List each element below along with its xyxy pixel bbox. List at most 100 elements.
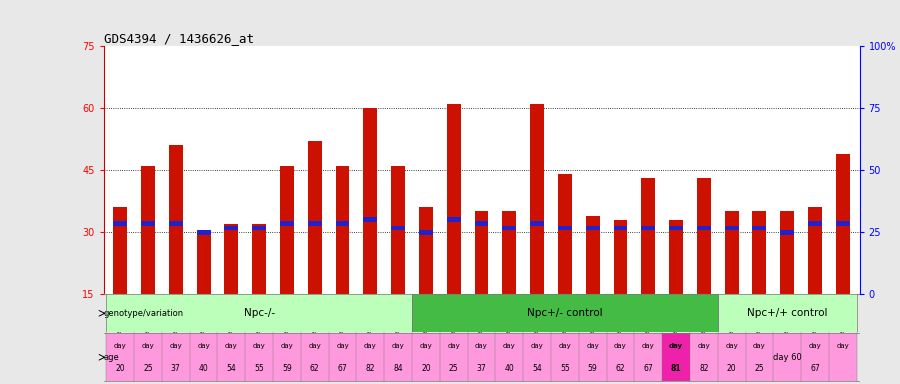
Bar: [440, 333, 468, 381]
Bar: [419, 207, 433, 294]
Text: day: day: [559, 343, 572, 349]
Text: 20: 20: [115, 364, 125, 373]
Bar: [717, 333, 745, 381]
Bar: [530, 221, 544, 226]
Bar: [392, 166, 405, 294]
Text: 67: 67: [644, 364, 653, 373]
Text: day: day: [698, 343, 710, 349]
Bar: [308, 141, 321, 294]
Bar: [752, 212, 767, 294]
Text: 81: 81: [670, 364, 681, 373]
Text: 67: 67: [338, 364, 347, 373]
Text: 59: 59: [282, 364, 292, 373]
Bar: [245, 333, 273, 381]
Bar: [579, 333, 607, 381]
Bar: [808, 221, 822, 226]
Text: 25: 25: [143, 364, 153, 373]
Bar: [586, 215, 599, 294]
Bar: [106, 294, 412, 333]
Bar: [614, 225, 627, 230]
Bar: [356, 333, 384, 381]
Text: day: day: [475, 343, 488, 349]
Text: day: day: [169, 343, 182, 349]
Bar: [836, 221, 850, 226]
Bar: [308, 221, 321, 226]
Text: 82: 82: [365, 364, 375, 373]
Bar: [419, 230, 433, 235]
Bar: [280, 221, 294, 226]
Text: day: day: [809, 343, 822, 349]
Text: 40: 40: [504, 364, 514, 373]
Bar: [780, 230, 794, 235]
Bar: [523, 333, 551, 381]
Bar: [697, 179, 711, 294]
Bar: [474, 221, 489, 226]
Text: day: day: [586, 343, 599, 349]
Bar: [669, 225, 683, 230]
Bar: [502, 212, 517, 294]
Text: day: day: [281, 343, 293, 349]
Bar: [364, 108, 377, 294]
Text: day: day: [419, 343, 432, 349]
Bar: [336, 166, 349, 294]
Bar: [614, 220, 627, 294]
Bar: [502, 225, 517, 230]
Bar: [697, 225, 711, 230]
Bar: [495, 333, 523, 381]
Bar: [169, 145, 183, 294]
Bar: [690, 333, 717, 381]
Bar: [586, 225, 599, 230]
Bar: [773, 333, 801, 381]
Bar: [642, 179, 655, 294]
Text: 55: 55: [255, 364, 264, 373]
Text: 40: 40: [199, 364, 209, 373]
Bar: [634, 333, 662, 381]
Bar: [468, 333, 495, 381]
Text: 25: 25: [449, 364, 458, 373]
Bar: [218, 333, 245, 381]
Text: day: day: [725, 343, 738, 349]
Text: 20: 20: [421, 364, 431, 373]
Bar: [113, 207, 127, 294]
Bar: [162, 333, 190, 381]
Text: day: day: [836, 343, 850, 349]
Bar: [717, 294, 857, 333]
Bar: [780, 212, 794, 294]
Bar: [252, 224, 266, 294]
Text: age: age: [104, 353, 120, 362]
Text: day: day: [753, 343, 766, 349]
Text: day: day: [614, 343, 626, 349]
Bar: [364, 217, 377, 222]
Bar: [829, 333, 857, 381]
Bar: [141, 166, 155, 294]
Bar: [113, 221, 127, 226]
Bar: [642, 225, 655, 230]
Text: 84: 84: [393, 364, 403, 373]
Bar: [530, 104, 544, 294]
Text: day: day: [669, 343, 683, 349]
Bar: [474, 212, 489, 294]
Text: 25: 25: [754, 364, 764, 373]
Text: day: day: [225, 343, 238, 349]
Bar: [412, 294, 718, 333]
Bar: [106, 333, 134, 381]
Bar: [224, 224, 238, 294]
Text: 55: 55: [560, 364, 570, 373]
Bar: [134, 333, 162, 381]
Bar: [252, 225, 266, 230]
Text: 54: 54: [532, 364, 542, 373]
Text: day: day: [531, 343, 544, 349]
Bar: [446, 217, 461, 222]
Text: day: day: [447, 343, 460, 349]
Bar: [446, 104, 461, 294]
Text: day: day: [141, 343, 154, 349]
Bar: [551, 333, 579, 381]
Bar: [301, 333, 328, 381]
Bar: [412, 333, 440, 381]
Text: 67: 67: [810, 364, 820, 373]
Text: Npc+/+ control: Npc+/+ control: [747, 308, 827, 318]
Text: day: day: [113, 343, 127, 349]
Bar: [141, 221, 155, 226]
Bar: [190, 333, 218, 381]
Bar: [224, 225, 238, 230]
